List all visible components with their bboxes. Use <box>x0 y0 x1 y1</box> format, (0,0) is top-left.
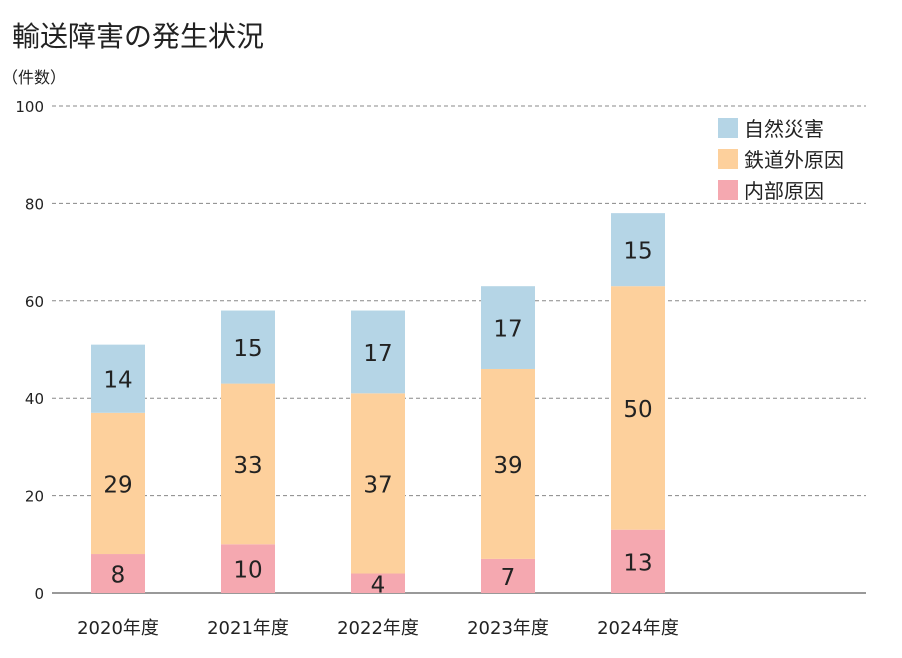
data-label: 7 <box>501 565 516 591</box>
data-label: 14 <box>103 368 132 394</box>
bar-segment <box>351 310 405 394</box>
legend-swatch <box>718 149 738 169</box>
data-label: 50 <box>623 397 652 423</box>
y-tick-label: 60 <box>25 293 44 311</box>
bar-segment <box>221 544 275 593</box>
data-label: 17 <box>363 341 392 367</box>
y-tick-label: 100 <box>15 98 44 116</box>
bar-segment <box>611 286 665 530</box>
bar-segment <box>91 554 145 593</box>
bar-segment <box>91 344 145 413</box>
bar-segment <box>351 393 405 574</box>
bar-segment <box>221 383 275 545</box>
y-tick-label: 0 <box>34 585 44 603</box>
data-label: 29 <box>103 472 132 498</box>
x-tick-label: 2022年度 <box>337 618 419 639</box>
x-tick-label: 2021年度 <box>207 618 289 639</box>
legend-label: 鉄道外原因 <box>744 148 844 172</box>
bar-segment <box>221 310 275 384</box>
data-label: 10 <box>233 558 262 584</box>
legend-swatch <box>718 180 738 200</box>
legend-label: 内部原因 <box>744 179 824 203</box>
data-label: 37 <box>363 472 392 498</box>
data-label: 33 <box>233 453 262 479</box>
y-tick-label: 40 <box>25 390 44 408</box>
y-tick-label: 20 <box>25 488 44 506</box>
bar-segment <box>611 529 665 593</box>
bar-segment <box>481 368 535 559</box>
bar-segment <box>481 558 535 593</box>
x-tick-label: 2024年度 <box>597 618 679 639</box>
data-label: 15 <box>233 336 262 362</box>
data-label: 17 <box>493 317 522 343</box>
legend-swatch <box>718 118 738 138</box>
y-axis-label: （件数） <box>2 68 66 87</box>
x-tick-label: 2023年度 <box>467 618 549 639</box>
x-tick-label: 2020年度 <box>77 618 159 639</box>
data-label: 8 <box>111 563 126 589</box>
legend-label: 自然災害 <box>744 117 824 141</box>
bar-segment <box>351 573 405 593</box>
bar-segment <box>611 213 665 287</box>
data-label: 13 <box>623 550 652 576</box>
data-label: 15 <box>623 239 652 265</box>
bar-segment <box>481 286 535 369</box>
y-tick-label: 80 <box>25 195 44 213</box>
chart-title: 輸送障害の発生状況 <box>12 20 264 53</box>
bar-segment <box>91 412 145 555</box>
data-label: 4 <box>371 572 386 598</box>
data-label: 39 <box>493 453 522 479</box>
